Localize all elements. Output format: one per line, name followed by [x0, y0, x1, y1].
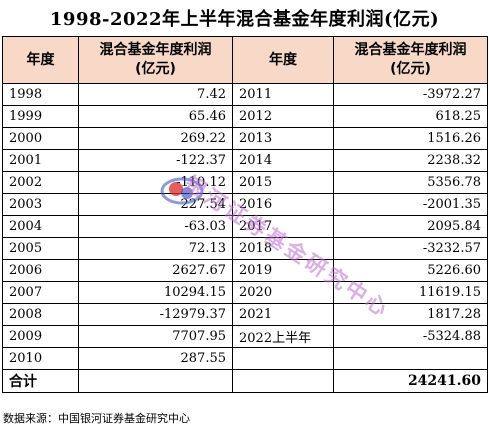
- profit-table: 年度 混合基金年度利润 (亿元) 年度 混合基金年度利润 (亿元) 1998 7.…: [2, 36, 488, 393]
- profit-left-cell: -63.03: [78, 215, 233, 238]
- profit-left-cell: -12979.37: [78, 303, 233, 326]
- table-row: 2002 -110.12 2015 5356.78: [2, 171, 488, 194]
- year-left-cell: 2002: [2, 171, 79, 194]
- profit-left-cell: 287.55: [78, 347, 233, 370]
- year-left-cell: 2009: [2, 325, 79, 348]
- profit-right-cell: 2238.32: [333, 149, 488, 172]
- year-left-cell: 2001: [2, 149, 79, 172]
- profit-right-cell: -3972.27: [333, 83, 488, 106]
- profit-right-cell: -3232.57: [333, 237, 488, 260]
- profit-right-cell: -5324.88: [333, 325, 488, 348]
- year-right-cell: 2011: [232, 83, 334, 106]
- total-label: 合计: [2, 369, 79, 393]
- header-profit-right: 混合基金年度利润 (亿元): [333, 36, 488, 84]
- profit-left-cell: 7.42: [78, 83, 233, 106]
- year-left-cell: 2003: [2, 193, 79, 216]
- profit-right-cell: 5356.78: [333, 171, 488, 194]
- header-profit-left: 混合基金年度利润 (亿元): [78, 36, 233, 84]
- table-row: 2001 -122.37 2014 2238.32: [2, 149, 488, 172]
- total-value: 24241.60: [333, 369, 488, 393]
- table-row: 2007 10294.15 2020 11619.15: [2, 281, 488, 304]
- year-right-cell: 2020: [232, 281, 334, 304]
- year-left-cell: 2010: [2, 347, 79, 370]
- year-left-cell: 2007: [2, 281, 79, 304]
- year-left-cell: 1999: [2, 105, 79, 128]
- profit-left-cell: 72.13: [78, 237, 233, 260]
- total-empty-left: [78, 369, 233, 393]
- profit-left-cell: -122.37: [78, 149, 233, 172]
- table-row: 2003 227.54 2016 -2001.35: [2, 193, 488, 216]
- year-left-cell: 2004: [2, 215, 79, 238]
- profit-left-cell: 2627.67: [78, 259, 233, 282]
- profit-left-cell: 65.46: [78, 105, 233, 128]
- profit-right-cell: -2001.35: [333, 193, 488, 216]
- table-row: 2000 269.22 2013 1516.26: [2, 127, 488, 150]
- total-empty-year: [232, 369, 334, 393]
- profit-left-cell: 269.22: [78, 127, 233, 150]
- profit-left-cell: 10294.15: [78, 281, 233, 304]
- profit-left-cell: 227.54: [78, 193, 233, 216]
- data-source-note: 数据来源：中国银河证券基金研究中心: [3, 412, 190, 425]
- year-right-cell: 2014: [232, 149, 334, 172]
- table-row: 1999 65.46 2012 618.25: [2, 105, 488, 128]
- year-right-cell: 2018: [232, 237, 334, 260]
- year-left-cell: 2005: [2, 237, 79, 260]
- header-year-left: 年度: [2, 36, 79, 84]
- year-right-cell: 2022上半年: [232, 325, 334, 348]
- table-title: 1998-2022年上半年混合基金年度利润(亿元): [49, 9, 440, 30]
- profit-right-cell: 1817.28: [333, 303, 488, 326]
- year-right-cell: 2013: [232, 127, 334, 150]
- profit-left-cell: 7707.95: [78, 325, 233, 348]
- header-row: 年度 混合基金年度利润 (亿元) 年度 混合基金年度利润 (亿元): [2, 36, 488, 84]
- total-row: 合计 24241.60: [2, 369, 488, 393]
- table-row: 1998 7.42 2011 -3972.27: [2, 83, 488, 106]
- year-right-cell: 2016: [232, 193, 334, 216]
- year-left-cell: 1998: [2, 83, 79, 106]
- table-row: 2009 7707.95 2022上半年 -5324.88: [2, 325, 488, 348]
- year-left-cell: 2006: [2, 259, 79, 282]
- year-left-cell: 2008: [2, 303, 79, 326]
- table-row: 2008 -12979.37 2021 1817.28: [2, 303, 488, 326]
- table-row: 2010 287.55: [2, 347, 488, 370]
- year-right-cell: 2012: [232, 105, 334, 128]
- year-right-cell: 2021: [232, 303, 334, 326]
- year-right-cell: 2015: [232, 171, 334, 194]
- profit-right-cell: 11619.15: [333, 281, 488, 304]
- profit-right-cell: 1516.26: [333, 127, 488, 150]
- header-year-right: 年度: [232, 36, 334, 84]
- year-left-cell: 2000: [2, 127, 79, 150]
- year-right-cell: [232, 347, 334, 370]
- profit-left-cell: -110.12: [78, 171, 233, 194]
- table-row: 2006 2627.67 2019 5226.60: [2, 259, 488, 282]
- table-row: 2004 -63.03 2017 2095.84: [2, 215, 488, 238]
- profit-right-cell: [333, 347, 488, 370]
- table-row: 2005 72.13 2018 -3232.57: [2, 237, 488, 260]
- profit-right-cell: 618.25: [333, 105, 488, 128]
- profit-right-cell: 2095.84: [333, 215, 488, 238]
- year-right-cell: 2019: [232, 259, 334, 282]
- profit-right-cell: 5226.60: [333, 259, 488, 282]
- year-right-cell: 2017: [232, 215, 334, 238]
